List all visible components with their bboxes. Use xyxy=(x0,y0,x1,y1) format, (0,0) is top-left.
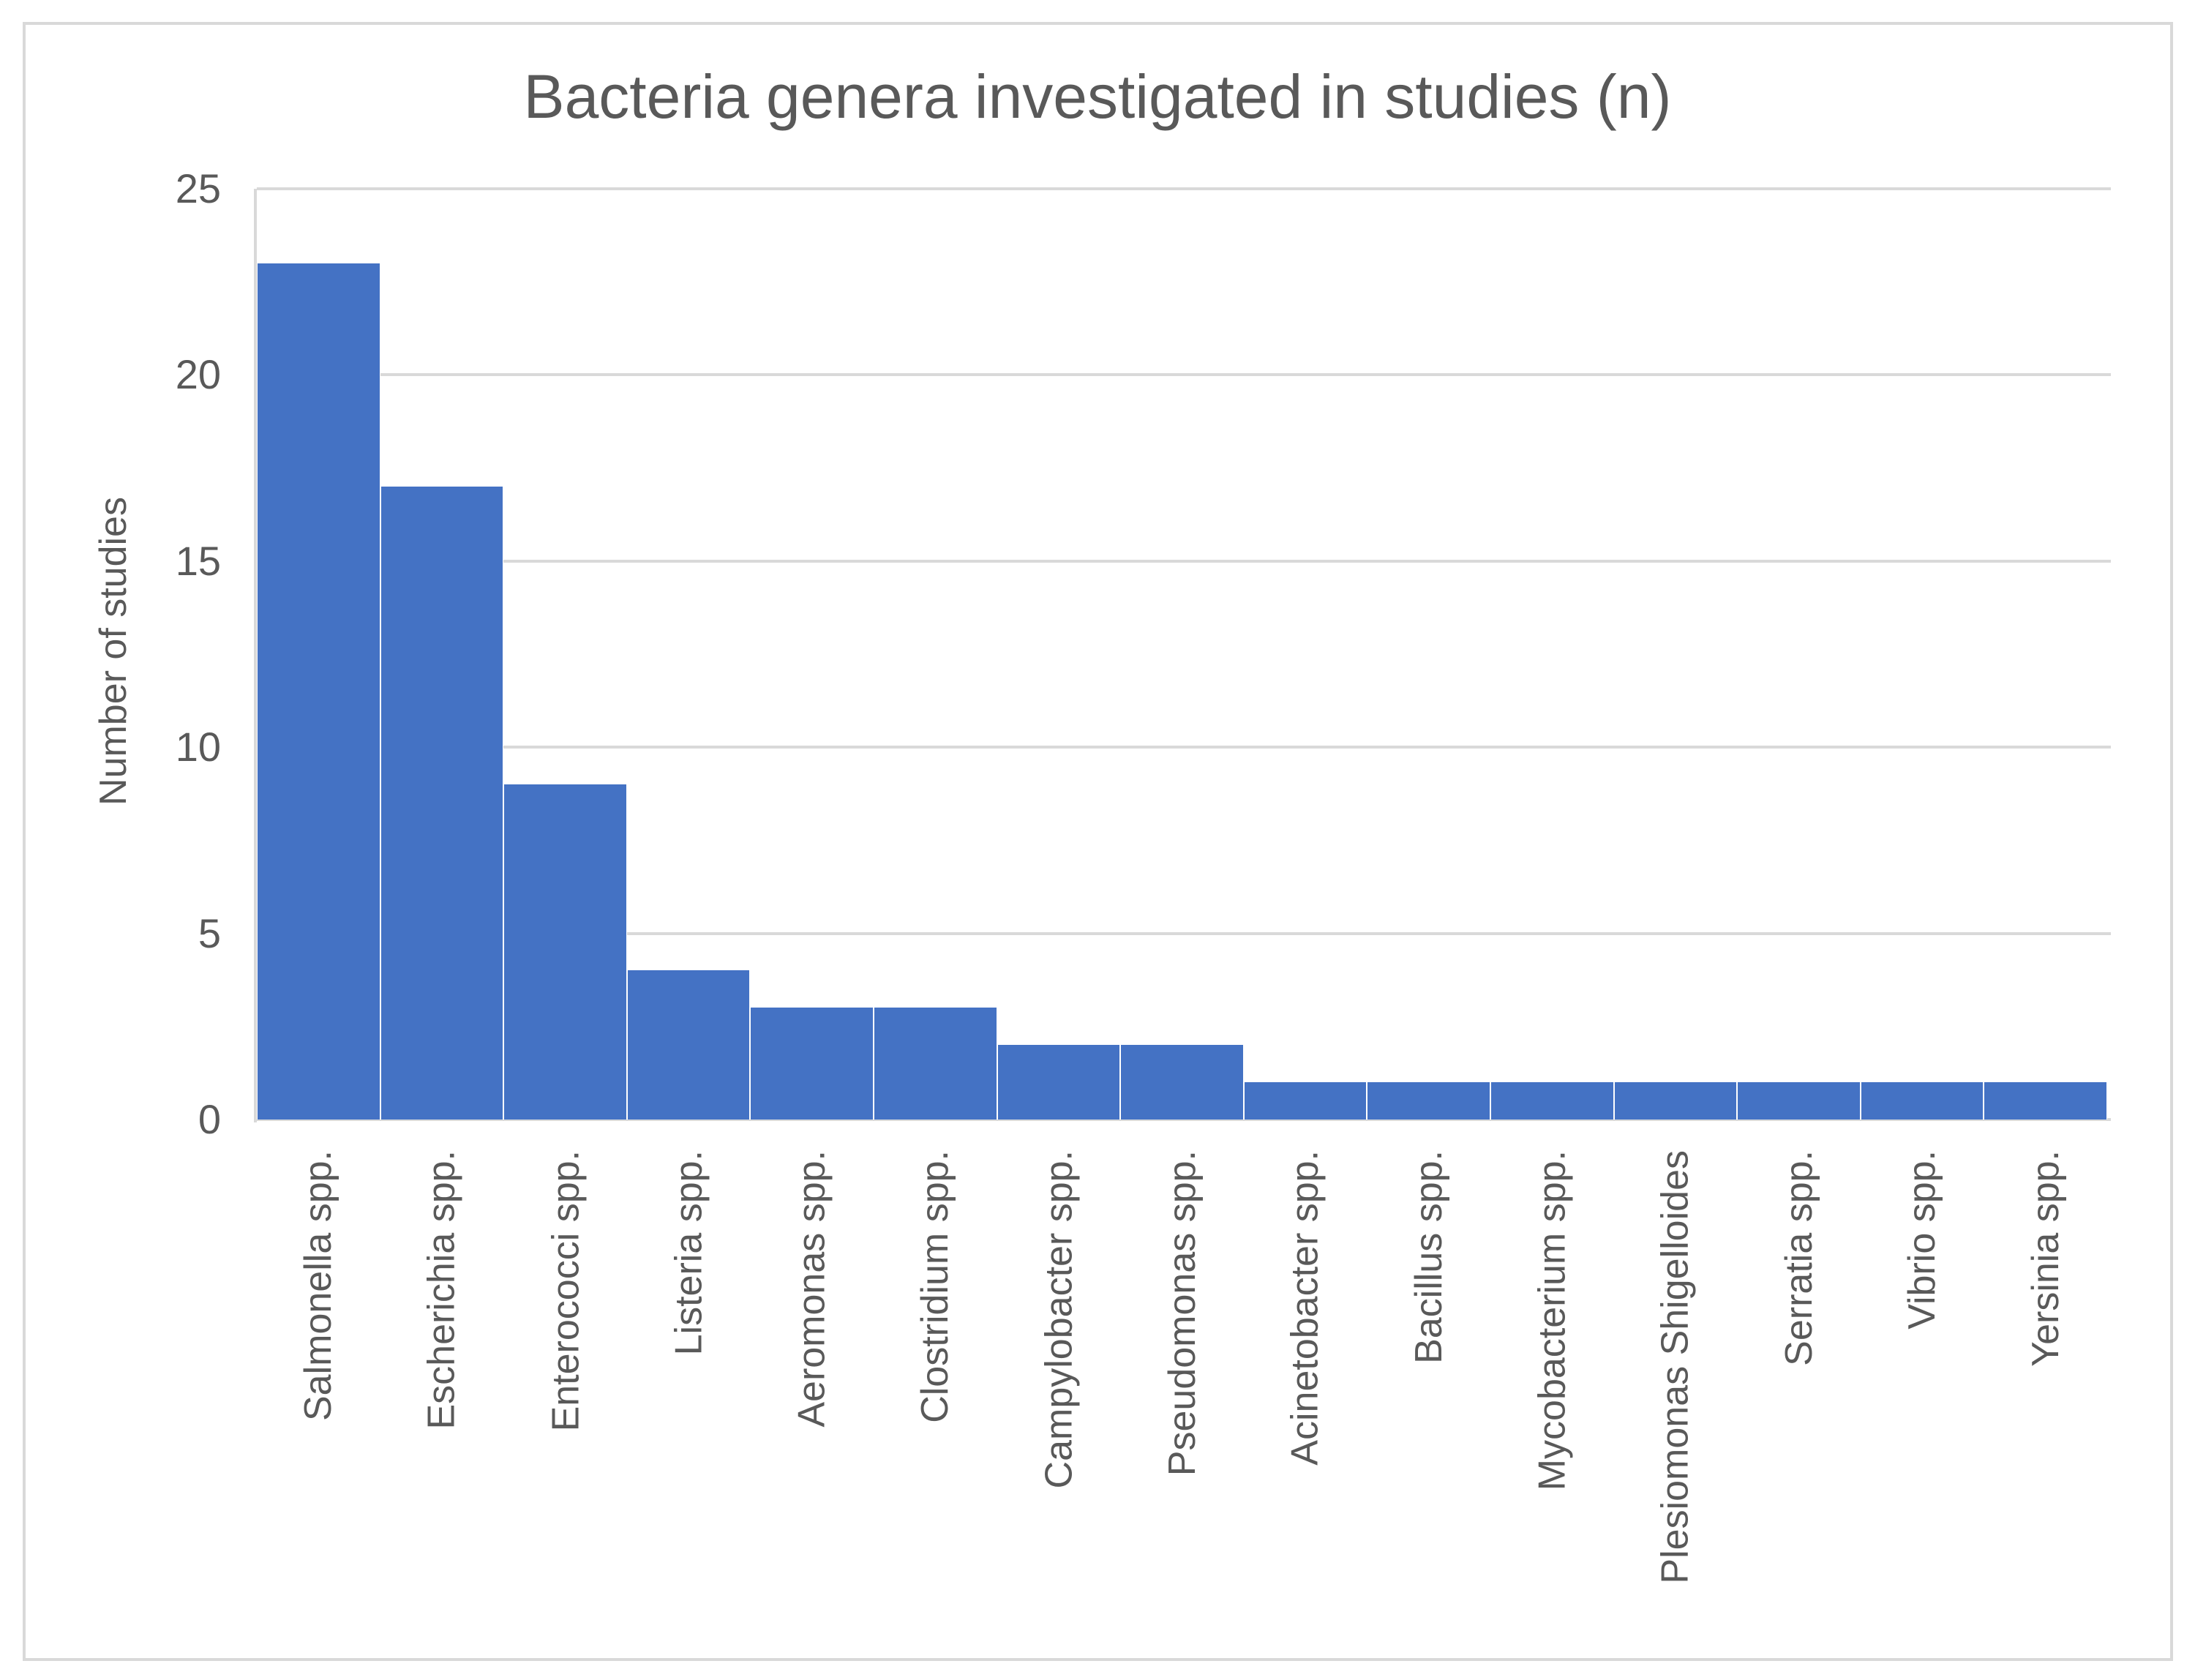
x-tick-label: Clostridium spp. xyxy=(914,1150,957,1423)
x-tick-label: Serratia spp. xyxy=(1777,1150,1820,1366)
bar xyxy=(1737,1082,1861,1120)
y-axis-label: Number of studies xyxy=(92,497,135,806)
x-axis-line xyxy=(254,1118,2111,1121)
x-tick-label: Enterococci spp. xyxy=(544,1150,587,1432)
y-tick-label: 20 xyxy=(175,351,221,398)
gridline xyxy=(257,931,2111,935)
x-tick-label: Acinetobacter spp. xyxy=(1283,1150,1327,1466)
x-tick-label: Aeromonas spp. xyxy=(790,1150,833,1428)
bar xyxy=(257,263,380,1120)
bar xyxy=(626,970,751,1120)
bar xyxy=(1860,1082,1984,1120)
x-tick-label: Salmonella spp. xyxy=(297,1150,340,1421)
y-tick-label: 0 xyxy=(198,1096,221,1142)
x-tick-label: Escherichia spp. xyxy=(420,1150,463,1430)
bar xyxy=(1243,1082,1367,1120)
y-axis-line xyxy=(254,189,257,1122)
bar xyxy=(1367,1082,1490,1120)
y-tick-label: 10 xyxy=(175,724,221,770)
x-tick-label: Mycobacterium spp. xyxy=(1531,1150,1574,1491)
gridline xyxy=(257,187,2111,190)
x-tick-label: Plesiomonas Shigelloides xyxy=(1654,1150,1697,1584)
chart-title: Bacteria genera investigated in studies … xyxy=(523,62,1672,131)
bar xyxy=(1120,1045,1244,1120)
bar xyxy=(750,1008,874,1120)
gridline xyxy=(257,373,2111,377)
bar xyxy=(1984,1082,2107,1120)
x-tick-label: Yersinia spp. xyxy=(2024,1150,2067,1367)
x-tick-label: Bacillus spp. xyxy=(1407,1150,1450,1364)
bar xyxy=(1613,1082,1738,1120)
y-tick-label: 25 xyxy=(175,165,221,211)
gridline xyxy=(257,746,2111,749)
bar xyxy=(503,784,627,1120)
x-tick-label: Campylobacter spp. xyxy=(1038,1150,1081,1489)
y-tick-label: 5 xyxy=(198,910,221,956)
y-tick-label: 15 xyxy=(175,537,221,584)
bar xyxy=(380,487,504,1120)
x-tick-label: Pseudomonas spp. xyxy=(1160,1150,1204,1477)
plot-area xyxy=(254,187,2111,1122)
gridline xyxy=(257,559,2111,563)
x-tick-label: Vibrio spp. xyxy=(1900,1150,1943,1330)
bar xyxy=(874,1008,997,1120)
x-tick-label: Listeria spp. xyxy=(667,1150,710,1356)
bar xyxy=(1490,1082,1614,1120)
bar xyxy=(997,1045,1121,1120)
